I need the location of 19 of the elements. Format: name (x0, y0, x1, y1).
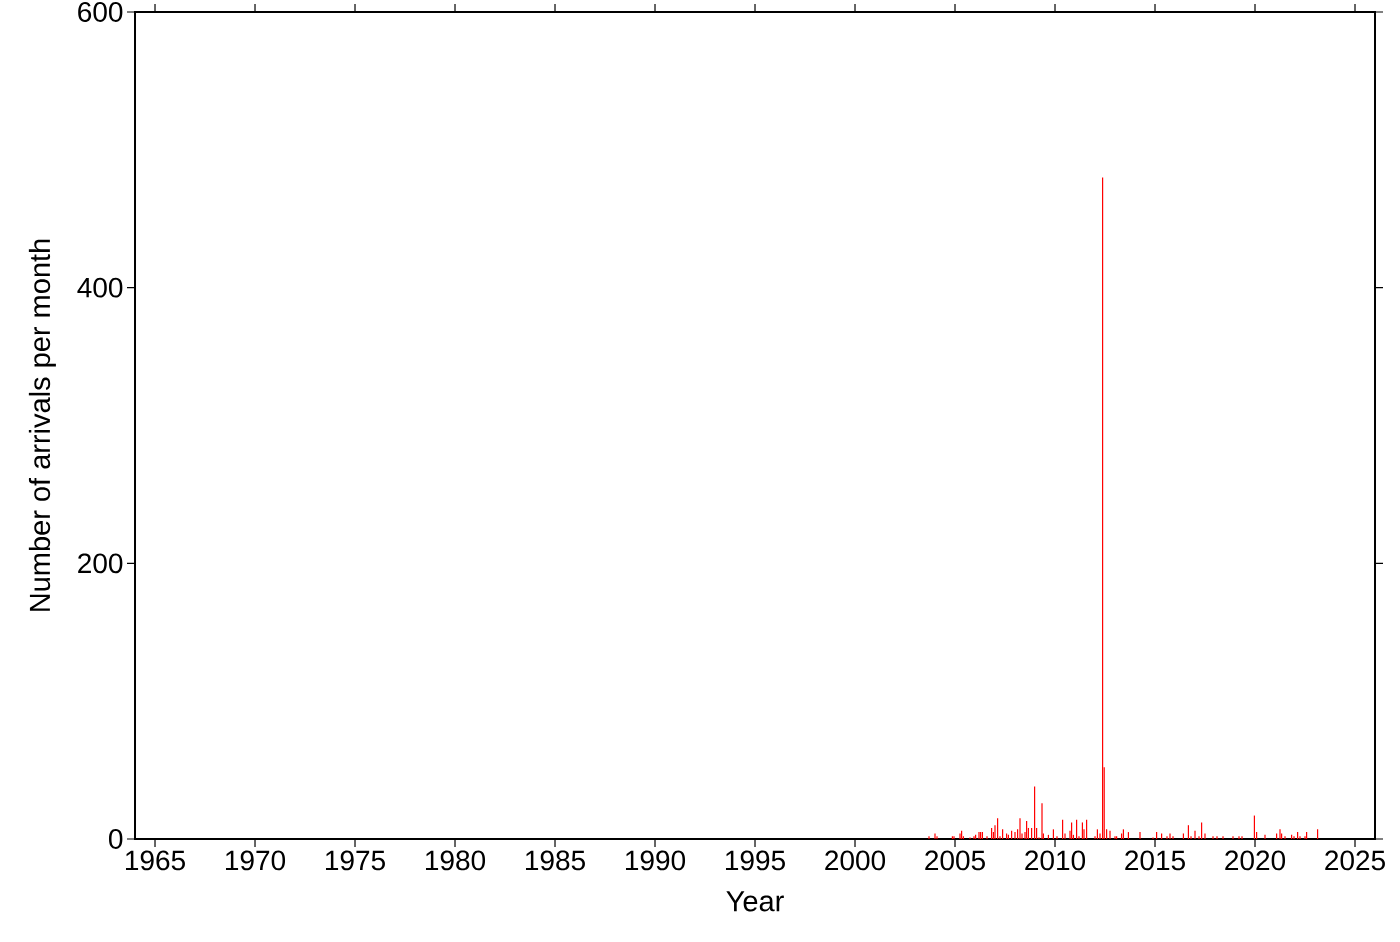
y-axis-title: Number of arrivals per month (28, 239, 56, 611)
x-tick-label: 1980 (426, 850, 486, 871)
x-tick-label: 1975 (326, 850, 385, 871)
x-tick-label: 2010 (1025, 850, 1086, 871)
x-tick-label: 1995 (726, 850, 785, 871)
y-tick-label: 400 (77, 277, 123, 298)
x-tick-label: 1970 (226, 850, 286, 871)
x-tick-label: 1985 (526, 850, 585, 871)
x-tick-label: 2000 (825, 850, 886, 871)
x-tick-label: 2005 (925, 850, 985, 871)
x-tick-label: 2015 (1125, 850, 1185, 871)
x-tick-label: 2025 (1325, 850, 1385, 871)
y-tick-label: 600 (78, 2, 123, 22)
x-tick-label: 2020 (1225, 850, 1286, 871)
x-tick-label: 1990 (626, 850, 686, 871)
x-tick-label: 1965 (126, 850, 185, 871)
y-tick-label: 200 (78, 553, 123, 574)
x-axis-title: Year (726, 891, 784, 912)
y-tick-label: 0 (109, 829, 123, 849)
